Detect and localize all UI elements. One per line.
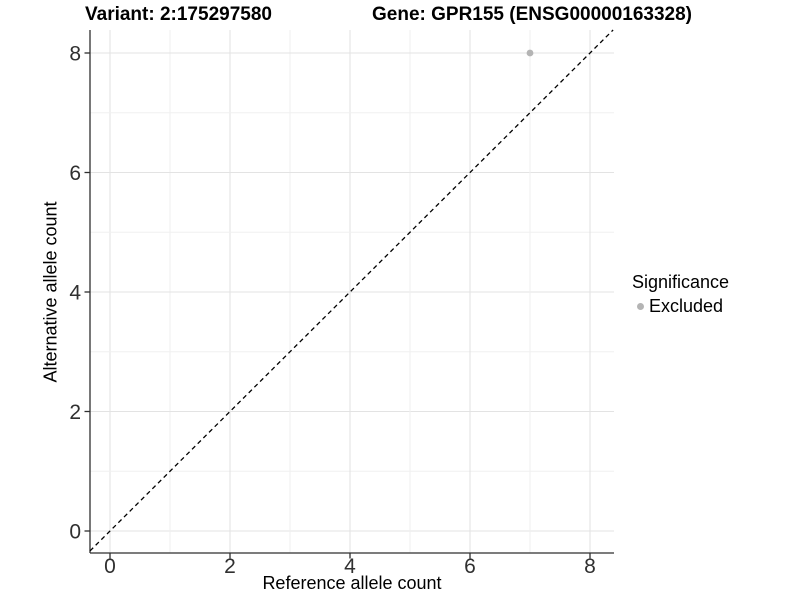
y-tick-label: 2 <box>69 401 81 424</box>
y-tick-label: 6 <box>69 162 81 185</box>
x-axis-title: Reference allele count <box>262 573 442 593</box>
y-tick-label: 4 <box>69 282 81 305</box>
x-tick-label: 8 <box>584 555 596 578</box>
x-tick-label: 0 <box>104 555 116 578</box>
legend-item-label: Excluded <box>649 296 724 316</box>
x-tick-label: 4 <box>344 555 356 578</box>
excluded-point-icon <box>637 303 644 310</box>
plot-title-variant: Variant: 2:175297580 <box>85 4 272 25</box>
y-axis-title: Alternative allele count <box>40 201 61 383</box>
identity-line <box>89 29 614 552</box>
x-tick-label: 6 <box>464 555 476 578</box>
plot-title-gene: Gene: GPR155 (ENSG00000163328) <box>372 4 693 25</box>
legend-item-excluded: Excluded <box>632 296 729 317</box>
y-tick-label: 8 <box>69 43 81 66</box>
x-tick-label: 2 <box>224 555 236 578</box>
legend-title: Significance <box>632 272 730 292</box>
y-tick-label: 0 <box>69 521 81 544</box>
legend: Significance Excluded <box>632 272 729 317</box>
data-point <box>526 49 534 57</box>
